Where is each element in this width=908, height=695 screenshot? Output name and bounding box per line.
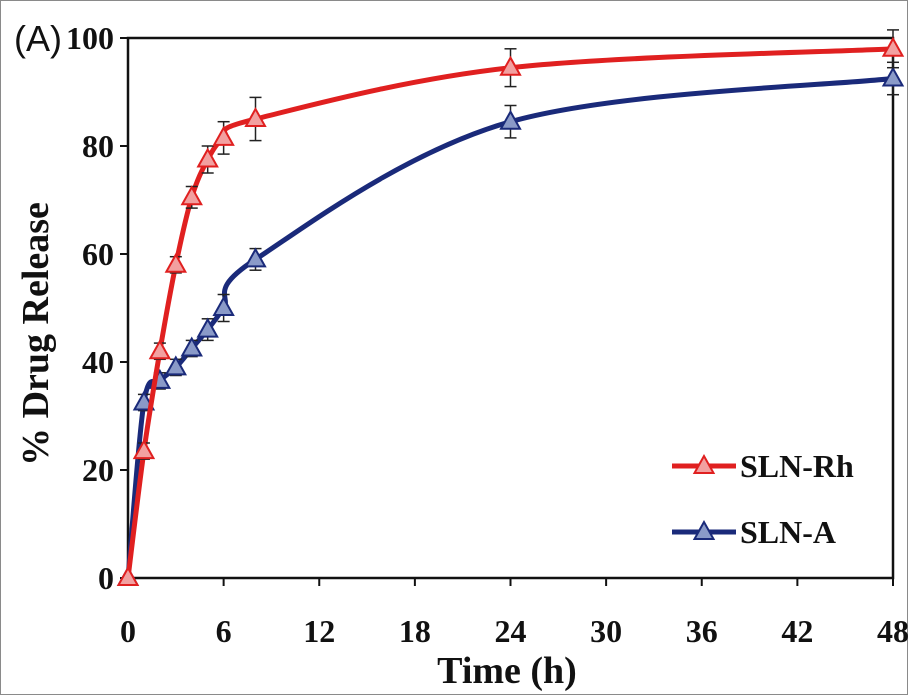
x-tick-label: 42 — [781, 613, 813, 649]
data-point — [881, 36, 905, 57]
series-layer — [116, 29, 905, 586]
data-point — [212, 125, 235, 146]
data-point — [196, 317, 219, 338]
legend-marker — [692, 453, 716, 474]
y-tick-label: 40 — [82, 344, 114, 380]
panel-label: (A) — [14, 18, 62, 59]
data-point — [164, 355, 188, 376]
y-tick-label: 60 — [82, 236, 114, 272]
x-tick-label: 18 — [399, 613, 431, 649]
x-tick-label: 0 — [120, 613, 136, 649]
x-tick-label: 24 — [495, 613, 527, 649]
series-sln-a — [116, 61, 905, 586]
y-axis-title: % Drug Release — [15, 202, 57, 466]
data-point — [499, 109, 522, 130]
data-point — [116, 565, 140, 586]
legend-item-sln-rh: SLN-Rh — [672, 448, 854, 484]
legend-marker — [692, 519, 716, 540]
x-tick-label: 36 — [686, 613, 718, 649]
data-point — [881, 66, 905, 87]
data-point — [196, 147, 219, 168]
x-tick-label: 48 — [877, 613, 908, 649]
x-tick-label: 6 — [216, 613, 232, 649]
y-tick-label: 20 — [82, 452, 114, 488]
data-point — [180, 185, 203, 206]
y-tick-label: 80 — [82, 128, 114, 164]
legend-label: SLN-A — [740, 514, 836, 550]
series-sln-rh — [116, 29, 905, 586]
data-point — [164, 252, 188, 273]
data-point — [499, 55, 522, 76]
x-tick-label: 30 — [590, 613, 622, 649]
data-point — [244, 106, 267, 127]
axes: 0 20 40 60 80 100 0 6 12 18 24 30 36 42 48 — [66, 20, 908, 649]
x-tick-label: 12 — [303, 613, 335, 649]
data-point — [132, 439, 156, 460]
legend-item-sln-a: SLN-A — [672, 514, 836, 550]
y-tick-label: 0 — [98, 560, 114, 596]
x-axis-title: Time (h) — [437, 650, 577, 692]
series-line — [125, 76, 894, 579]
legend: SLN-Rh SLN-A — [672, 448, 854, 550]
data-point — [148, 339, 172, 360]
data-point — [244, 247, 267, 268]
legend-label: SLN-Rh — [740, 448, 854, 484]
data-point — [212, 295, 235, 316]
y-tick-label: 100 — [66, 20, 114, 56]
data-point — [180, 336, 203, 357]
